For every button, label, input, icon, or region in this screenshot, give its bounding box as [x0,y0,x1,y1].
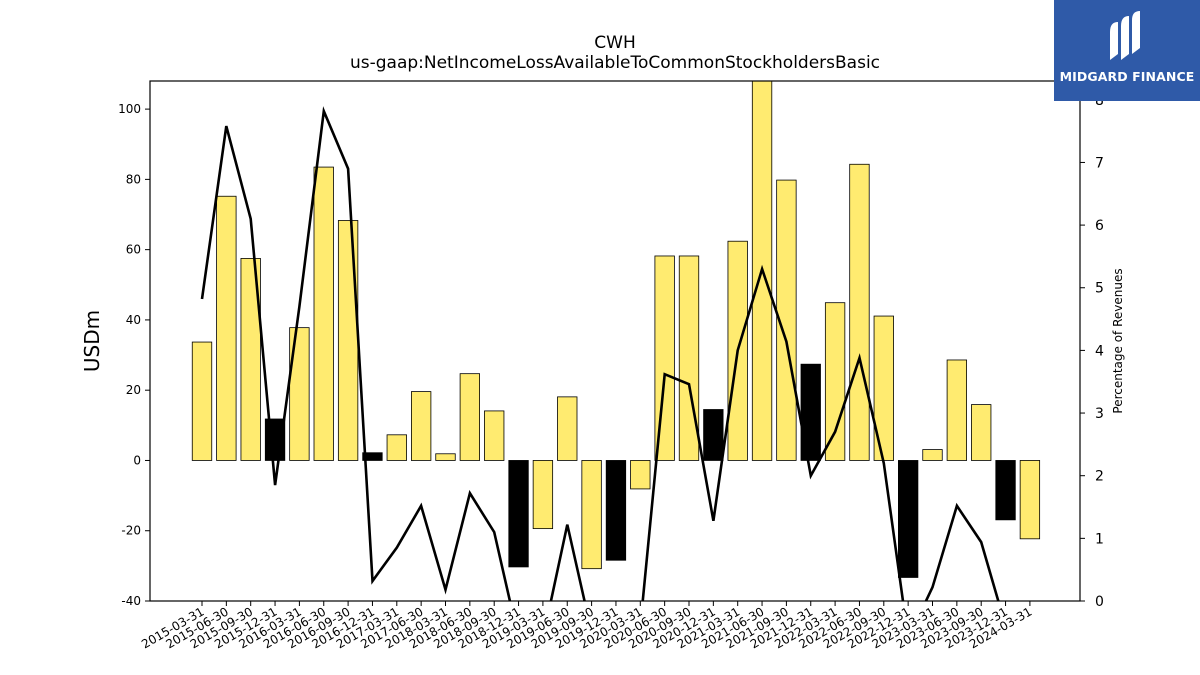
bar-2015-09-30 [240,258,261,461]
y-tick-label: 0 [133,453,141,467]
bar-2019-09-30 [581,460,602,570]
bar-2023-06-30 [946,359,967,461]
bar-2022-12-31 [898,460,919,578]
y2-tick-label: 5 [1095,281,1104,297]
bar-2015-03-31 [191,341,213,461]
bar-2022-06-30 [849,163,870,461]
y-tick-label: 40 [126,313,141,327]
bar-2015-06-30 [216,195,237,461]
y2-tick-label: 3 [1095,406,1104,422]
bar-2018-06-30 [459,373,481,461]
bar-2023-09-30 [971,404,992,461]
bar-2024-03-31 [1019,460,1041,540]
brand-logo: MIDGARD FINANCE [1054,0,1200,101]
bar-2020-12-31 [703,409,724,461]
bar-2018-03-31 [435,453,456,461]
bar-2017-03-31 [386,434,407,461]
y-tick-label: 80 [126,172,141,186]
y-tick-label: 20 [126,383,141,397]
bar-2020-06-30 [654,255,675,461]
y-tick-label: -20 [121,524,141,538]
chart-title: CWH [594,33,635,53]
y-tick-label: 100 [118,102,141,116]
bar-2016-06-30 [313,166,334,461]
bar-2017-06-30 [410,391,432,461]
y-axis-label: USDm [80,310,104,372]
bar-2018-09-30 [484,410,505,461]
bar-2016-09-30 [337,220,359,461]
bar-2023-12-31 [995,460,1016,521]
chart-subtitle: us-gaap:NetIncomeLossAvailableToCommonSt… [350,53,880,73]
y2-tick-label: 7 [1095,155,1104,171]
y-tick-label: -40 [121,594,141,608]
y2-tick-label: 2 [1095,469,1104,485]
bar-2016-03-31 [289,327,310,461]
bar-2019-06-30 [557,396,578,461]
bar-2020-03-31 [630,460,651,490]
bar-2021-12-31 [800,363,821,461]
y-tick-label: 60 [126,243,141,257]
bar-2023-03-31 [922,449,943,461]
x-axis: 2015-03-312015-06-302015-09-302015-12-31… [139,601,1034,651]
y-axis-right: 012345678 [1080,93,1104,610]
bar-2018-12-31 [508,460,529,568]
bar-2021-09-30 [776,179,797,461]
y2-tick-label: 4 [1095,343,1104,359]
bar-2019-03-31 [532,460,554,530]
logo-text: MIDGARD FINANCE [1059,69,1195,84]
bar-2022-03-31 [824,302,846,461]
y2-tick-label: 6 [1095,218,1104,234]
y2-tick-label: 0 [1095,594,1104,610]
y-axis-left: -40 -20 0 20 40 60 80 100 [118,102,150,608]
line-layer [200,106,1000,601]
bar-2016-12-31 [362,452,383,461]
midgard-logo-icon [1110,11,1140,60]
line-series [200,106,1000,601]
y2-tick-label: 1 [1095,531,1104,547]
plot-frame [149,80,1081,602]
bar-2019-12-31 [605,460,627,561]
y2-axis-label: Percentage of Revenues [1111,268,1125,413]
